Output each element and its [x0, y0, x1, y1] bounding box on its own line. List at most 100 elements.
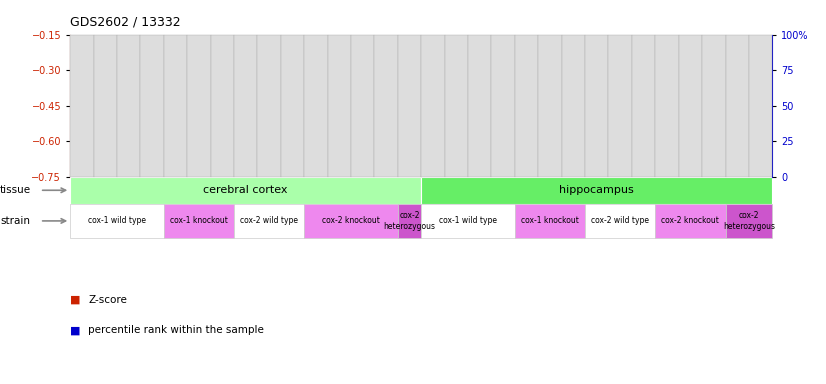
Text: cox-1 knockout: cox-1 knockout [170, 217, 228, 225]
Point [263, 134, 276, 140]
Text: GDS2602 / 13332: GDS2602 / 13332 [70, 16, 181, 29]
Text: Z-score: Z-score [88, 295, 127, 305]
Bar [609, 35, 632, 177]
Point [730, 117, 743, 123]
Bar [562, 35, 585, 177]
Bar [421, 177, 772, 204]
Bar [211, 35, 234, 177]
Bar [304, 35, 328, 177]
Bar [169, 99, 183, 177]
Bar [702, 35, 725, 177]
Bar [164, 35, 188, 177]
Bar [286, 111, 300, 177]
Bar [637, 146, 651, 177]
Text: cox-2 knockout: cox-2 knockout [662, 217, 719, 225]
Point [309, 135, 322, 141]
Text: cox-2
heterozygous: cox-2 heterozygous [383, 211, 435, 231]
Bar [543, 113, 557, 177]
Bar [239, 118, 253, 177]
Bar [304, 204, 398, 238]
Bar [590, 101, 604, 177]
Point [544, 120, 557, 126]
Point [286, 131, 299, 137]
Bar [262, 122, 276, 177]
Point [754, 118, 767, 124]
Bar [70, 204, 164, 238]
Text: percentile rank within the sample: percentile rank within the sample [88, 325, 264, 335]
Point [520, 122, 534, 129]
Point [240, 132, 253, 139]
Point [614, 116, 627, 122]
Point [356, 139, 369, 146]
Bar [328, 35, 351, 177]
Bar [496, 106, 510, 177]
Point [145, 134, 159, 140]
Text: cox-2 wild type: cox-2 wild type [240, 217, 298, 225]
Bar [421, 35, 444, 177]
Bar [234, 35, 258, 177]
Bar [655, 204, 725, 238]
Bar [234, 204, 304, 238]
Text: cox-1 wild type: cox-1 wild type [88, 217, 146, 225]
Text: cox-2 wild type: cox-2 wild type [591, 217, 649, 225]
Bar [468, 35, 491, 177]
Bar [632, 35, 655, 177]
Bar [660, 148, 674, 177]
Bar [140, 35, 164, 177]
Text: cox-2 knockout: cox-2 knockout [322, 217, 380, 225]
Point [216, 134, 229, 140]
Text: cox-1 wild type: cox-1 wild type [439, 217, 497, 225]
Bar [613, 99, 627, 177]
Point [380, 135, 393, 141]
Point [75, 142, 88, 149]
Point [567, 111, 580, 117]
Bar [398, 204, 421, 238]
Text: cerebral cortex: cerebral cortex [203, 185, 288, 195]
Bar [421, 204, 515, 238]
Bar [679, 35, 702, 177]
Bar [707, 106, 721, 177]
Point [637, 138, 650, 144]
Point [99, 142, 112, 149]
Bar [188, 35, 211, 177]
Point [403, 138, 416, 144]
Bar [725, 35, 749, 177]
Point [333, 137, 346, 143]
Point [169, 127, 183, 133]
Bar [164, 204, 234, 238]
Bar [683, 156, 697, 177]
Point [473, 113, 487, 119]
Bar [356, 148, 370, 177]
Bar [730, 103, 744, 177]
Bar [398, 35, 421, 177]
Bar [332, 139, 346, 177]
Bar [145, 141, 159, 177]
Point [590, 117, 603, 123]
Bar [70, 177, 421, 204]
Bar [192, 113, 206, 177]
Text: cox-2
heterozygous: cox-2 heterozygous [723, 211, 775, 231]
Bar [725, 204, 772, 238]
Bar [379, 134, 393, 177]
Bar [374, 35, 398, 177]
Bar [585, 35, 609, 177]
Point [122, 142, 135, 149]
Bar [520, 120, 534, 177]
Bar [491, 35, 515, 177]
Point [496, 118, 510, 124]
Text: ■: ■ [70, 325, 81, 335]
Bar [753, 106, 767, 177]
Bar [567, 87, 581, 177]
Point [192, 131, 206, 137]
Bar [309, 134, 323, 177]
Point [660, 139, 673, 146]
Bar [93, 35, 117, 177]
Bar [655, 35, 679, 177]
Bar [281, 35, 304, 177]
Bar [426, 61, 440, 177]
Bar [539, 35, 562, 177]
Bar [117, 35, 140, 177]
Text: tissue: tissue [0, 185, 31, 195]
Text: cox-1 knockout: cox-1 knockout [521, 217, 579, 225]
Bar [449, 89, 463, 177]
